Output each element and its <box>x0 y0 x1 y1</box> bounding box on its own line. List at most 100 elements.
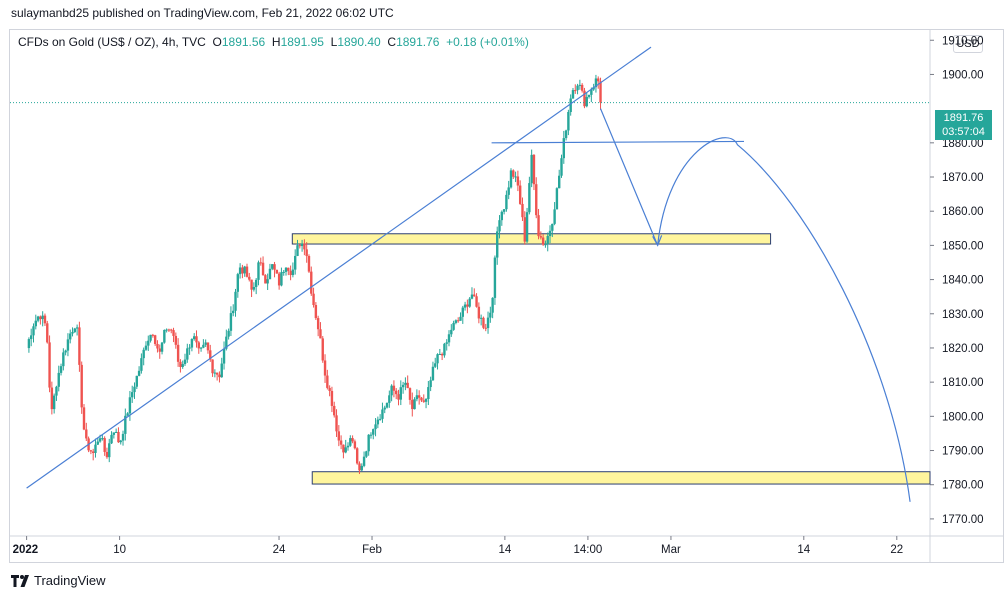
candle-body <box>202 344 205 348</box>
candle-body <box>254 279 258 287</box>
candle-body <box>140 358 143 371</box>
candle-body <box>101 438 104 440</box>
high-label: H <box>271 35 281 49</box>
candle-body <box>121 433 125 441</box>
candle-body <box>227 330 230 337</box>
candle-body <box>337 431 341 441</box>
candle-body <box>463 304 467 308</box>
candle-body <box>271 264 274 269</box>
candle-body <box>250 279 253 290</box>
open-value: 1891.56 <box>221 35 266 49</box>
candle-body <box>328 387 331 391</box>
candle-body <box>156 343 159 349</box>
candle-body <box>502 209 506 212</box>
x-tick-label: 14:00 <box>574 544 603 556</box>
candle-body <box>537 215 540 237</box>
candle-body <box>530 154 533 184</box>
candle-body <box>69 333 72 340</box>
candle-body <box>110 434 113 444</box>
candle-body <box>243 266 246 274</box>
candle-body <box>82 407 86 430</box>
candle-body <box>50 387 54 410</box>
candle-body <box>147 340 150 346</box>
candle-body <box>576 85 579 91</box>
close-label: C <box>387 35 397 49</box>
candle-body <box>195 336 198 343</box>
candle-body <box>477 306 481 319</box>
low-label: L <box>330 35 338 49</box>
candle-body <box>392 385 396 391</box>
candle-body <box>174 335 178 345</box>
candle-body <box>429 380 432 388</box>
candle-body <box>241 267 244 274</box>
candle-body <box>89 450 93 452</box>
candle-body <box>264 275 267 284</box>
candle-body <box>199 347 203 349</box>
y-tick-label: 1820.00 <box>942 343 984 355</box>
candle-body <box>427 387 430 399</box>
candle-body <box>411 399 414 410</box>
candle-body <box>383 407 386 410</box>
candle-body <box>98 438 102 442</box>
candle-body <box>351 438 354 442</box>
candle-body <box>206 342 210 351</box>
candle-body <box>434 363 437 367</box>
candle-body <box>342 444 345 453</box>
candle-body <box>473 294 476 297</box>
candle-body <box>96 441 99 445</box>
candle-body <box>108 443 111 458</box>
candle-body <box>450 329 453 335</box>
candle-body <box>486 317 490 329</box>
candle-body <box>505 194 508 210</box>
candle-body <box>507 187 510 195</box>
candle-body <box>305 249 308 257</box>
candle-body <box>369 434 373 436</box>
candle-body <box>496 231 499 258</box>
candle-body <box>523 217 526 242</box>
candle-body <box>395 390 398 395</box>
candle-body <box>103 438 106 452</box>
candle-body <box>160 342 164 352</box>
candle-body <box>59 366 63 373</box>
candle-body <box>323 360 327 376</box>
candle-body <box>452 322 455 330</box>
candle-body <box>167 329 171 331</box>
candle-body <box>456 320 460 322</box>
footer-brand[interactable]: TradingView <box>11 573 106 588</box>
close-value: 1891.76 <box>396 35 440 49</box>
candle-body <box>158 348 161 352</box>
candle-body <box>521 203 524 218</box>
candle-body <box>438 353 442 355</box>
candle-body <box>211 359 214 374</box>
projection-path <box>599 108 911 502</box>
candle-body <box>29 335 33 340</box>
y-tick-label: 1810.00 <box>942 377 984 389</box>
candle-body <box>597 78 600 82</box>
candle-body <box>578 84 582 86</box>
candle-body <box>468 298 471 307</box>
candle-body <box>151 334 155 336</box>
candle-body <box>36 316 40 321</box>
currency-button[interactable]: USD <box>953 35 983 53</box>
candle-body <box>358 463 361 471</box>
y-tick-label: 1840.00 <box>942 275 984 287</box>
candle-body <box>307 256 311 272</box>
candle-body <box>310 271 313 294</box>
candle-body <box>43 315 47 324</box>
candle-body <box>314 304 318 319</box>
candle-body <box>509 170 513 188</box>
candle-body <box>78 327 81 365</box>
symbol-title[interactable]: CFDs on Gold (US$ / OZ), 4h, TVC <box>18 35 206 49</box>
candle-body <box>32 326 35 336</box>
candle-body <box>66 339 70 351</box>
candle-body <box>553 209 556 224</box>
candle-body <box>126 413 129 416</box>
candle-body <box>424 398 428 402</box>
candle-body <box>268 268 272 280</box>
y-tick-label: 1790.00 <box>942 446 984 458</box>
candle-body <box>131 392 134 398</box>
candle-body <box>287 267 290 271</box>
candle-body <box>277 273 281 286</box>
candle-body <box>493 257 497 298</box>
